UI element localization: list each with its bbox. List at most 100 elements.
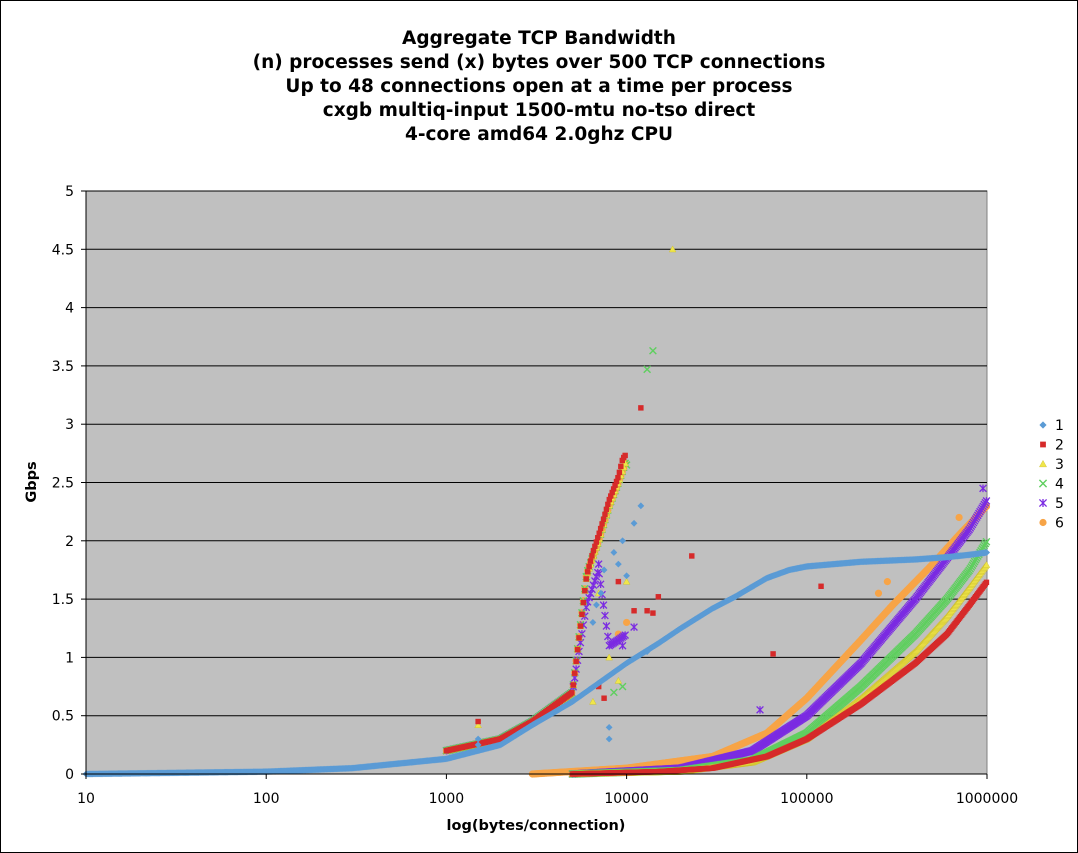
data-points [82, 245, 991, 778]
y-tick-label: 5 [65, 184, 74, 200]
data-point [605, 735, 613, 743]
legend-marker [1038, 498, 1048, 508]
title-line-3: Up to 48 connections open at a time per … [285, 76, 793, 97]
data-point [622, 452, 628, 459]
y-tick-label: 3.5 [52, 359, 74, 375]
x-axis-ticks: 10 100 1000 10000 100000 1000000 [77, 191, 1018, 807]
legend-label: 6 [1055, 516, 1064, 532]
data-point [615, 578, 622, 585]
legend-marker [1038, 479, 1048, 488]
data-point [593, 539, 600, 545]
data-point [818, 583, 824, 589]
legend-label: 5 [1055, 496, 1064, 512]
data-point [586, 563, 592, 570]
chart-title: Aggregate TCP Bandwidth (n) processes se… [0, 27, 1078, 147]
legend-marker [1040, 441, 1046, 448]
title-line-2: (n) processes send (x) bytes over 500 TC… [252, 52, 826, 73]
data-point [587, 558, 594, 564]
data-point [580, 599, 587, 606]
data-point [649, 346, 657, 355]
y-tick-label: 3 [65, 417, 74, 433]
data-point [595, 683, 602, 690]
data-point [599, 521, 605, 527]
data-point [638, 405, 644, 411]
x-tick-label: 1000 [429, 791, 465, 807]
y-axis-ticks: 0 0.5 1 1.5 2 2.5 3 3.5 4 4.5 5 [52, 184, 86, 783]
data-point [644, 608, 650, 614]
data-point [609, 688, 618, 697]
data-point [589, 553, 595, 559]
data-point [643, 648, 651, 655]
data-point [643, 365, 652, 374]
data-point [596, 530, 602, 536]
data-point [593, 601, 600, 609]
data-point [576, 635, 582, 641]
data-point [574, 646, 581, 653]
legend-item: 6 [1039, 516, 1064, 532]
data-point [613, 478, 620, 485]
data-point [623, 618, 631, 627]
data-point [610, 486, 617, 492]
data-point [573, 658, 579, 665]
data-point [594, 560, 603, 568]
data-point [595, 569, 604, 578]
data-point [571, 670, 578, 676]
data-point [597, 525, 604, 532]
data-point [618, 463, 624, 470]
data-point [474, 721, 482, 728]
data-point [615, 475, 621, 481]
data-point [621, 631, 630, 639]
data-point [597, 589, 605, 597]
legend-marker [1039, 421, 1047, 429]
data-point [474, 735, 482, 743]
data-point [614, 560, 622, 568]
data-point [619, 537, 626, 545]
y-tick-label: 2.5 [52, 476, 74, 492]
x-tick-label: 100 [253, 791, 280, 807]
data-point [609, 489, 615, 496]
data-point [614, 676, 623, 684]
data-point [650, 610, 656, 616]
data-point [612, 482, 618, 488]
y-tick-label: 1.5 [52, 592, 74, 608]
legend-label: 4 [1055, 477, 1064, 493]
y-tick-label: 0.5 [52, 709, 74, 725]
legend-label: 2 [1055, 438, 1064, 454]
y-tick-label: 2 [65, 534, 74, 550]
data-point [623, 572, 630, 580]
data-point [668, 245, 677, 253]
data-point [983, 549, 991, 556]
data-point [589, 697, 597, 705]
x-tick-label: 10000 [604, 791, 649, 807]
data-point [603, 632, 612, 641]
y-tick-label: 4 [65, 301, 74, 317]
y-axis-title: Gbps [24, 461, 40, 502]
data-point [584, 569, 591, 575]
data-point [605, 653, 613, 661]
legend-item: 3 [1039, 457, 1064, 473]
legend-label: 3 [1055, 457, 1064, 473]
data-point [630, 623, 638, 631]
data-point [982, 497, 991, 505]
data-point [619, 457, 625, 464]
legend-item: 2 [1040, 438, 1064, 454]
data-point [579, 611, 585, 618]
data-point [583, 576, 589, 582]
data-point [874, 589, 883, 597]
y-tick-label: 4.5 [52, 242, 74, 258]
data-point [618, 641, 627, 650]
data-point [603, 506, 610, 513]
data-point [605, 501, 611, 508]
data-point [979, 484, 987, 493]
data-point [582, 588, 588, 594]
data-point [596, 580, 605, 589]
x-tick-label: 100000 [780, 791, 833, 807]
title-line-5: 4-core amd64 2.0ghz CPU [404, 124, 674, 145]
data-point [577, 623, 584, 629]
data-point [601, 611, 609, 620]
data-point [592, 543, 598, 550]
y-tick-label: 0 [65, 767, 74, 783]
data-point [601, 695, 607, 701]
data-point [602, 511, 608, 518]
